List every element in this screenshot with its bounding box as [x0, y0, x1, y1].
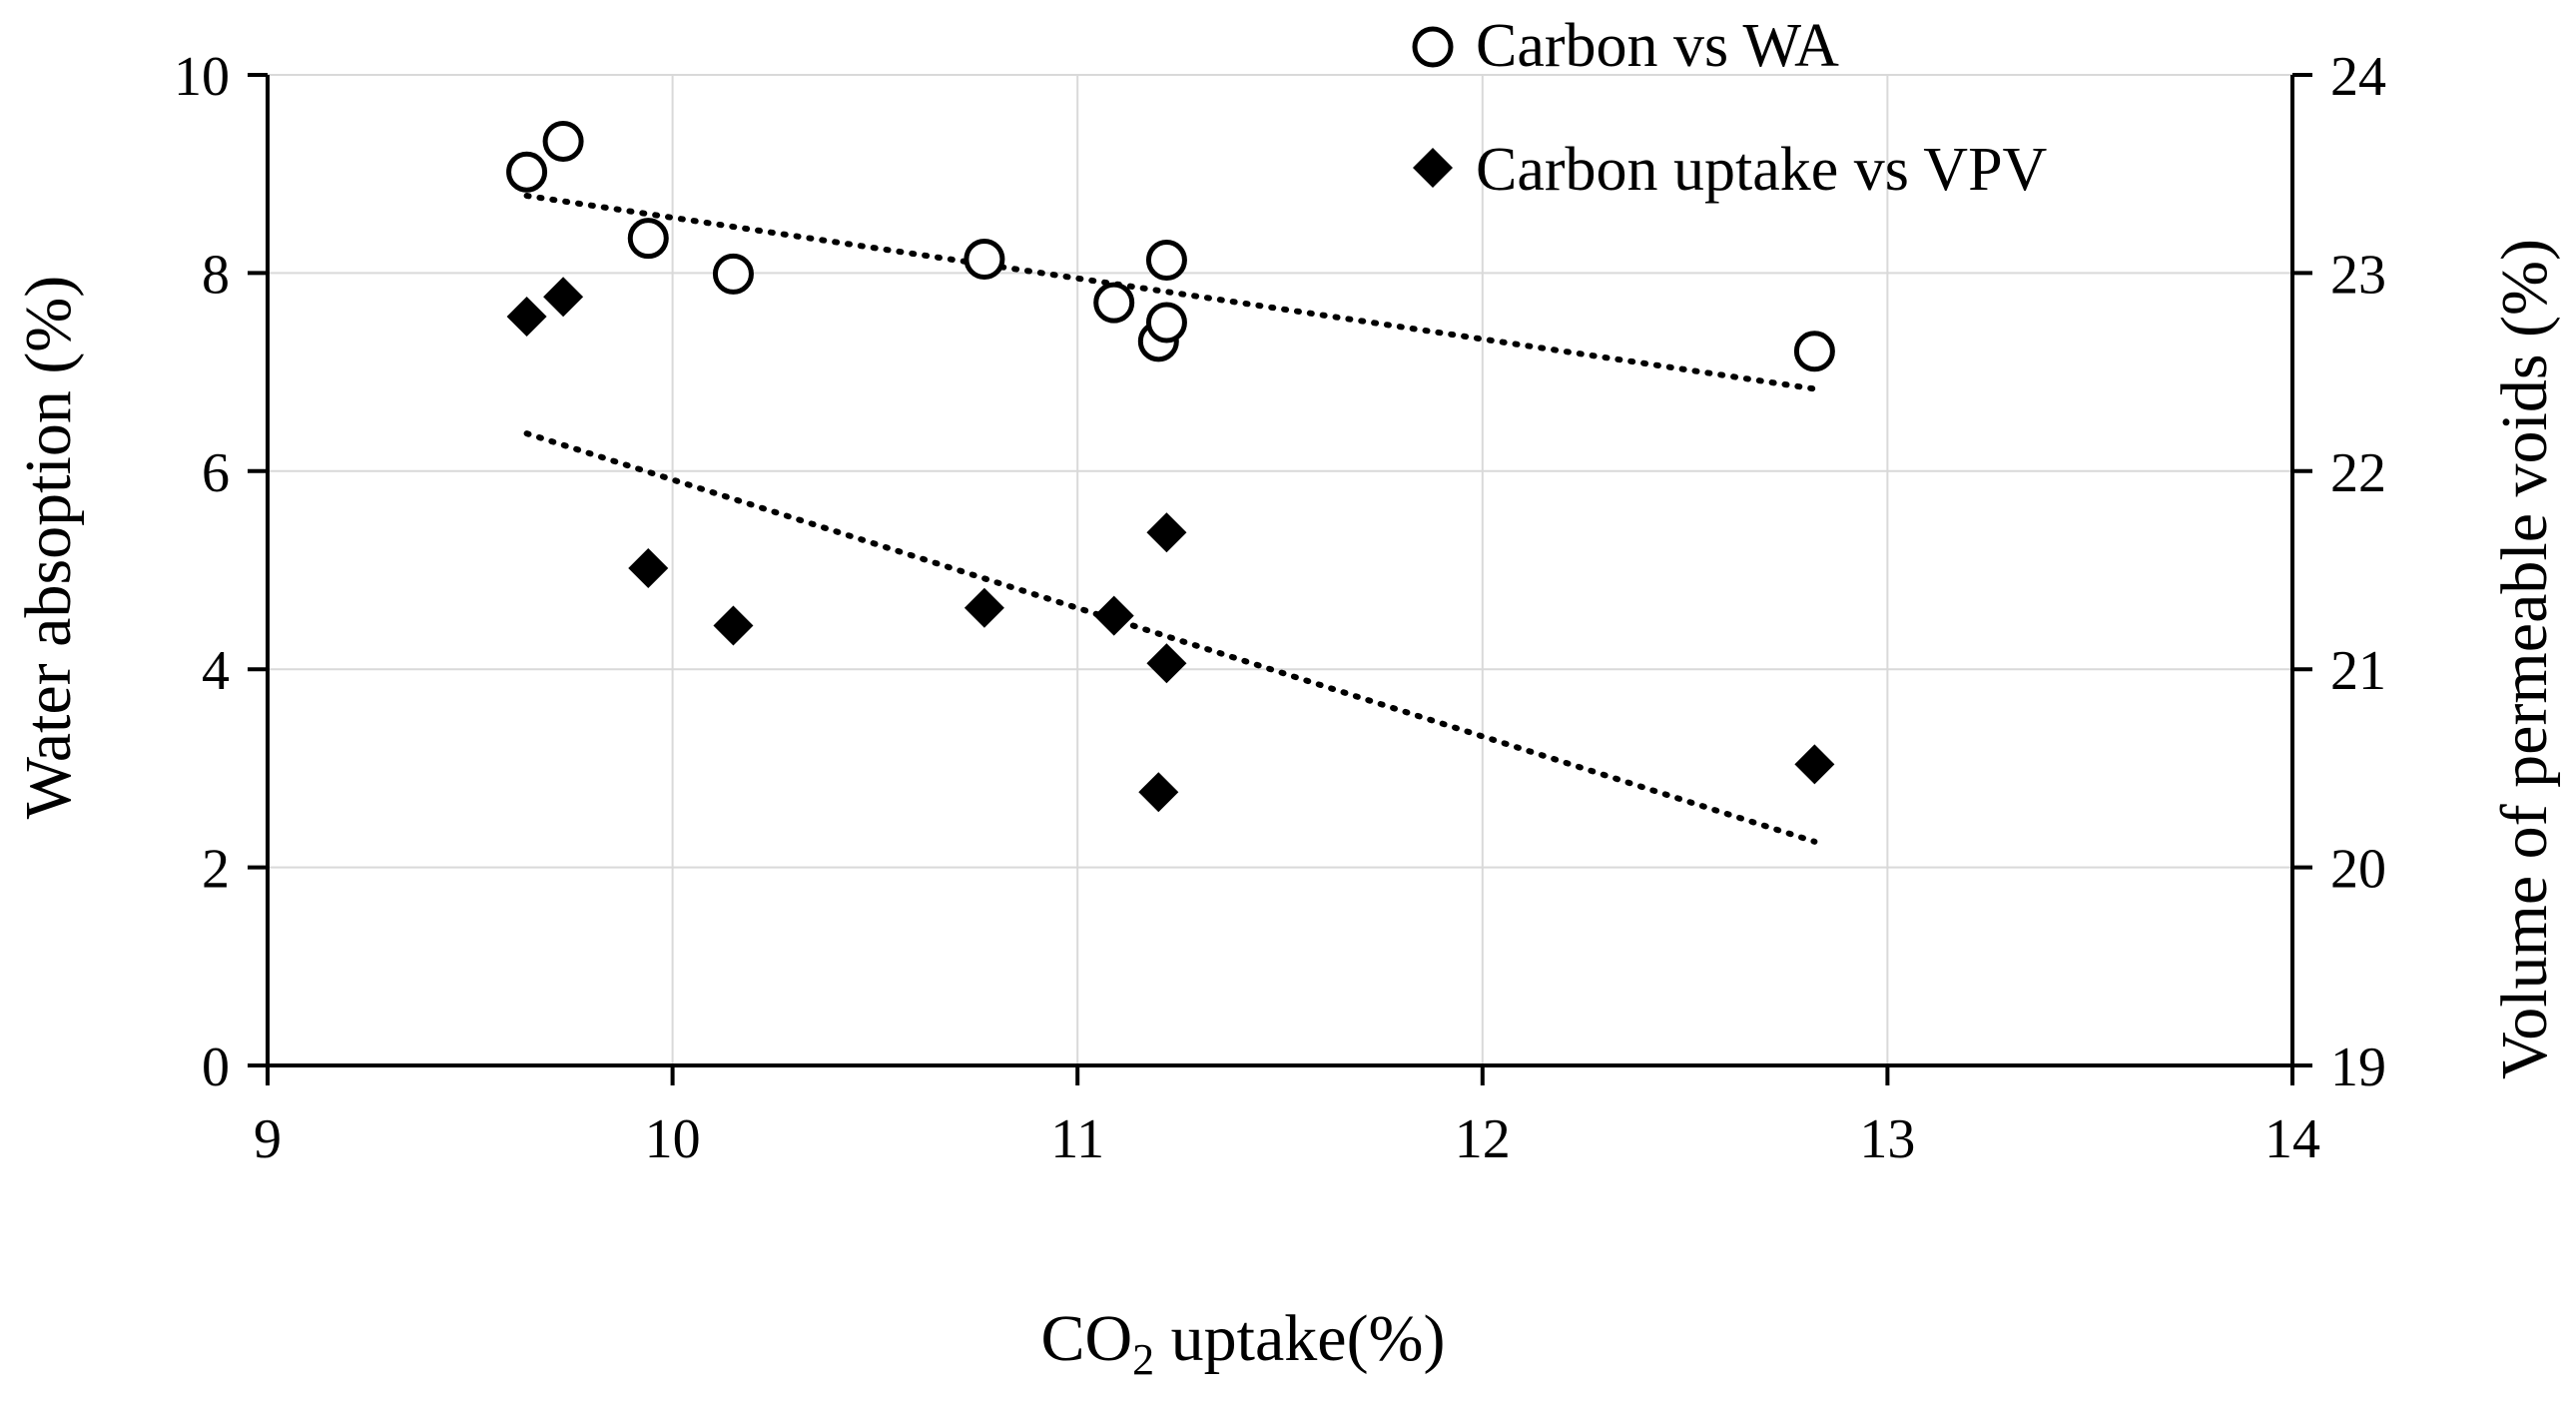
data-point-carbon-vs-wa [506, 151, 548, 193]
data-point-carbon-uptake-vs-vpv [1794, 744, 1835, 785]
data-point-carbon-vs-wa [627, 218, 669, 260]
axes [248, 73, 2312, 1085]
legend-filled-diamond-icon [1413, 148, 1453, 188]
data-point-carbon-uptake-vs-vpv [628, 548, 669, 589]
x-tick-label: 9 [254, 1108, 282, 1170]
legend-label-carbon-vs-wa: Carbon vs WA [1476, 12, 1839, 80]
x-axis-title-rest: uptake(%) [1154, 1302, 1445, 1375]
y-right-tick-label: 22 [2330, 442, 2386, 504]
x-axis-title-main: CO [1040, 1302, 1132, 1375]
y-left-tick-label: 4 [202, 640, 230, 702]
y-right-axis-title: Volume of permeable voids (%) [2488, 239, 2561, 1079]
y-right-tick-label: 23 [2330, 244, 2386, 306]
data-point-carbon-vs-wa [1145, 302, 1187, 344]
y-right-tick-label: 21 [2330, 640, 2386, 702]
x-axis-title-subscript: 2 [1132, 1335, 1154, 1384]
x-axis-title: CO2 uptake(%) [1040, 1302, 1445, 1384]
y-left-axis-title: Water absoption (%) [12, 276, 85, 820]
data-markers [506, 120, 1835, 813]
data-point-carbon-vs-wa [1145, 240, 1187, 282]
x-tick-label: 13 [1859, 1108, 1915, 1170]
data-point-carbon-vs-wa [712, 253, 754, 295]
legend-open-circle-icon [1412, 26, 1454, 68]
data-point-carbon-uptake-vs-vpv [543, 277, 584, 318]
data-point-carbon-uptake-vs-vpv [1146, 643, 1187, 684]
data-point-carbon-uptake-vs-vpv [713, 605, 754, 646]
data-point-carbon-vs-wa [1793, 331, 1835, 372]
y-right-tick-label: 20 [2330, 839, 2386, 901]
data-point-carbon-uptake-vs-vpv [1146, 512, 1187, 553]
trendlines [523, 193, 1818, 845]
x-tick-label: 11 [1050, 1108, 1104, 1170]
y-left-tick-label: 2 [202, 839, 230, 901]
y-right-tick-label: 19 [2330, 1037, 2386, 1098]
data-point-carbon-vs-wa [1093, 282, 1135, 324]
x-tick-label: 10 [645, 1108, 701, 1170]
data-point-carbon-uptake-vs-vpv [506, 297, 547, 338]
trendline-series-1 [523, 193, 1818, 392]
data-point-carbon-uptake-vs-vpv [1138, 772, 1179, 813]
legend: Carbon vs WA Carbon uptake vs VPV [1412, 12, 2048, 204]
y-left-tick-label: 8 [202, 244, 230, 306]
x-tick-label: 14 [2264, 1108, 2320, 1170]
y-left-tick-label: 0 [202, 1037, 230, 1098]
legend-label-carbon-uptake-vs-vpv: Carbon uptake vs VPV [1476, 136, 2048, 204]
trendline-series-2 [523, 430, 1818, 845]
data-point-carbon-uptake-vs-vpv [1093, 595, 1134, 636]
x-tick-label: 12 [1455, 1108, 1511, 1170]
y-right-tick-label: 24 [2330, 46, 2386, 108]
y-left-tick-label: 6 [202, 442, 230, 504]
data-point-carbon-vs-wa [964, 239, 1005, 281]
y-left-tick-label: 10 [174, 46, 230, 108]
gridlines [268, 74, 2293, 1065]
data-point-carbon-vs-wa [542, 120, 584, 162]
data-point-carbon-uptake-vs-vpv [964, 587, 1004, 628]
